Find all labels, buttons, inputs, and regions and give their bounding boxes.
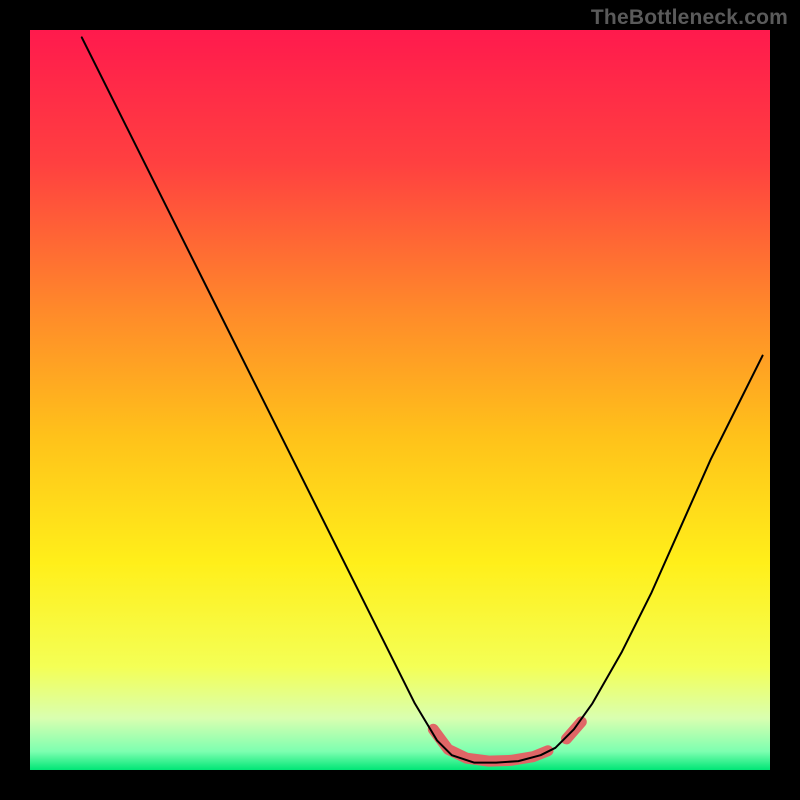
plot-background bbox=[30, 30, 770, 770]
chart-svg bbox=[0, 0, 800, 800]
watermark-text: TheBottleneck.com bbox=[591, 6, 788, 30]
bottleneck-chart: TheBottleneck.com bbox=[0, 0, 800, 800]
